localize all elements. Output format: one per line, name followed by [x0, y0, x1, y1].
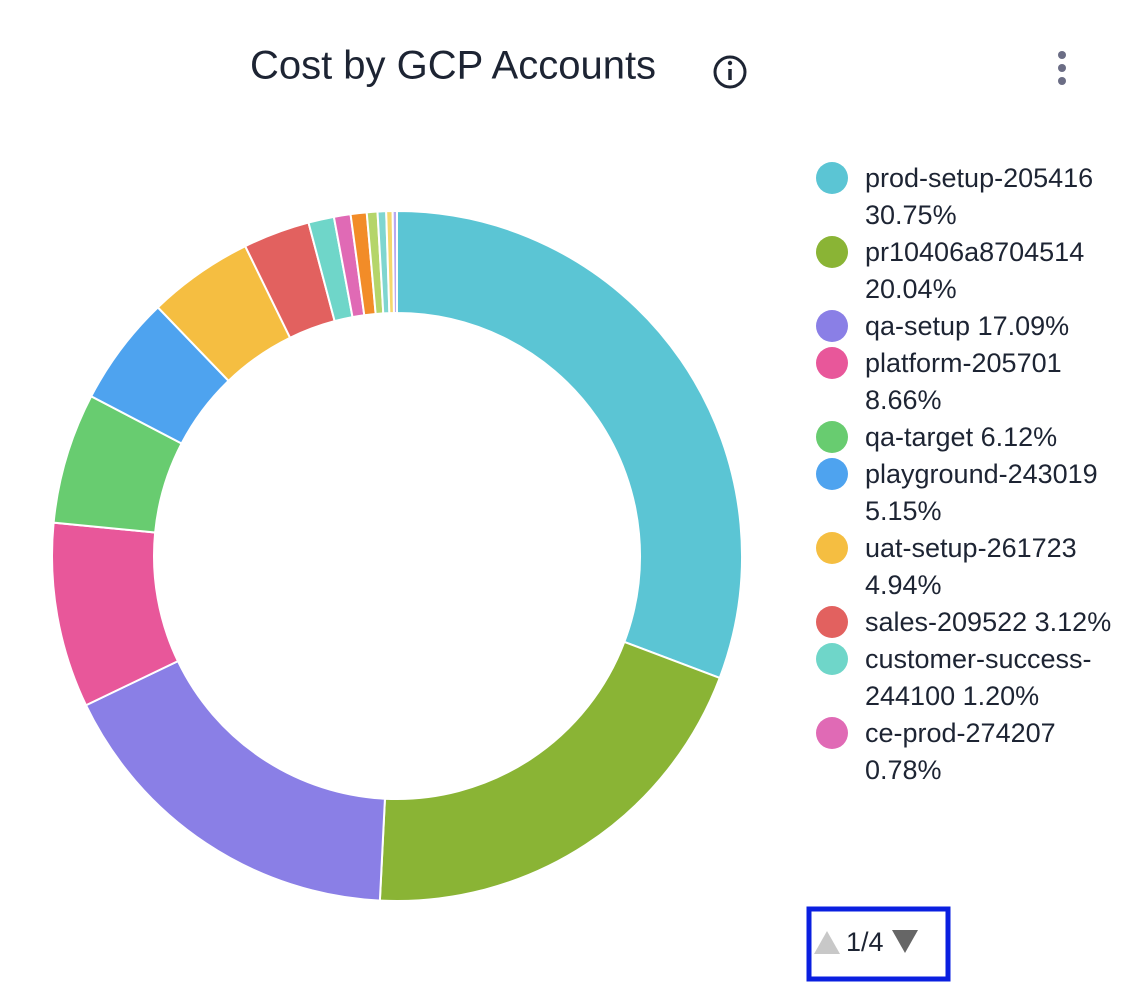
- legend-swatch: [816, 717, 848, 749]
- next-page[interactable]: [890, 928, 920, 956]
- legend-label: platform-205701: [865, 348, 1062, 378]
- legend-value: 8.66%: [865, 385, 942, 415]
- legend-text: pr10406a8704514 20.04%: [865, 234, 1125, 308]
- legend-swatch: [816, 643, 848, 675]
- legend-label: playground-243019: [865, 459, 1098, 489]
- legend-value: 30.75%: [865, 200, 957, 230]
- info-icon[interactable]: [713, 55, 747, 89]
- legend-label: pr10406a8704514: [865, 237, 1085, 267]
- legend-label: ce-prod-274207: [865, 718, 1056, 748]
- chart-title: Cost by GCP Accounts: [250, 44, 656, 88]
- legend-text: prod-setup-205416 30.75%: [865, 160, 1125, 234]
- legend-swatch: [816, 310, 848, 342]
- legend-text: playground-243019 5.15%: [865, 456, 1125, 530]
- legend-text: qa-target 6.12%: [865, 419, 1125, 456]
- legend-label: qa-target: [865, 422, 974, 452]
- legend-label: qa-setup: [865, 311, 971, 341]
- legend-label: sales-209522: [865, 607, 1028, 637]
- legend-swatch: [816, 532, 848, 564]
- legend: prod-setup-205416 30.75% pr10406a8704514 …: [816, 160, 1130, 900]
- legend-item[interactable]: qa-target 6.12%: [816, 419, 1130, 456]
- legend-item[interactable]: customer-success-244100 1.20%: [816, 641, 1130, 715]
- legend-value: 17.09%: [977, 311, 1070, 341]
- legend-label: prod-setup-205416: [865, 163, 1094, 193]
- slice[interactable]: [396, 209, 743, 680]
- legend-value: 4.94%: [865, 570, 942, 600]
- highlight-box: [806, 906, 951, 982]
- page-indicator: 1/4: [846, 926, 884, 957]
- legend-item[interactable]: prod-setup-205416 30.75%: [816, 160, 1130, 234]
- legend-swatch: [816, 162, 848, 194]
- legend-value: 20.04%: [865, 274, 957, 304]
- legend-item[interactable]: ce-prod-274207 0.78%: [816, 715, 1130, 789]
- legend-item[interactable]: platform-205701 8.66%: [816, 345, 1130, 419]
- legend-text: customer-success-244100 1.20%: [865, 641, 1125, 715]
- legend-text: platform-205701 8.66%: [865, 345, 1125, 419]
- legend-pager: 1/4: [812, 912, 920, 972]
- legend-item[interactable]: sales-209522 3.12%: [816, 604, 1130, 641]
- legend-label: uat-setup-261723: [865, 533, 1077, 563]
- prev-page[interactable]: [812, 928, 842, 956]
- legend-value: 6.12%: [980, 422, 1058, 452]
- legend-text: qa-setup 17.09%: [865, 308, 1125, 345]
- legend-swatch: [816, 347, 848, 379]
- slice[interactable]: [84, 659, 386, 902]
- donut: [51, 209, 743, 902]
- legend-text: sales-209522 3.12%: [865, 604, 1125, 641]
- legend-swatch: [816, 458, 848, 490]
- legend-label: customer-success-244100: [865, 644, 1092, 711]
- legend-value: 3.12%: [1034, 607, 1112, 637]
- legend-value: 1.20%: [962, 681, 1040, 711]
- legend-item[interactable]: pr10406a8704514 20.04%: [816, 234, 1130, 308]
- legend-item[interactable]: playground-243019 5.15%: [816, 456, 1130, 530]
- legend-value: 5.15%: [865, 496, 942, 526]
- slice[interactable]: [378, 640, 722, 902]
- legend-item[interactable]: qa-setup 17.09%: [816, 308, 1130, 345]
- legend-item[interactable]: uat-setup-261723 4.94%: [816, 530, 1130, 604]
- legend-swatch: [816, 421, 848, 453]
- legend-swatch: [816, 606, 848, 638]
- legend-swatch: [816, 236, 848, 268]
- legend-text: ce-prod-274207 0.78%: [865, 715, 1125, 789]
- menu-button[interactable]: [1058, 51, 1066, 85]
- legend-text: uat-setup-261723 4.94%: [865, 530, 1125, 604]
- slice[interactable]: [391, 209, 398, 315]
- legend-value: 0.78%: [865, 755, 942, 785]
